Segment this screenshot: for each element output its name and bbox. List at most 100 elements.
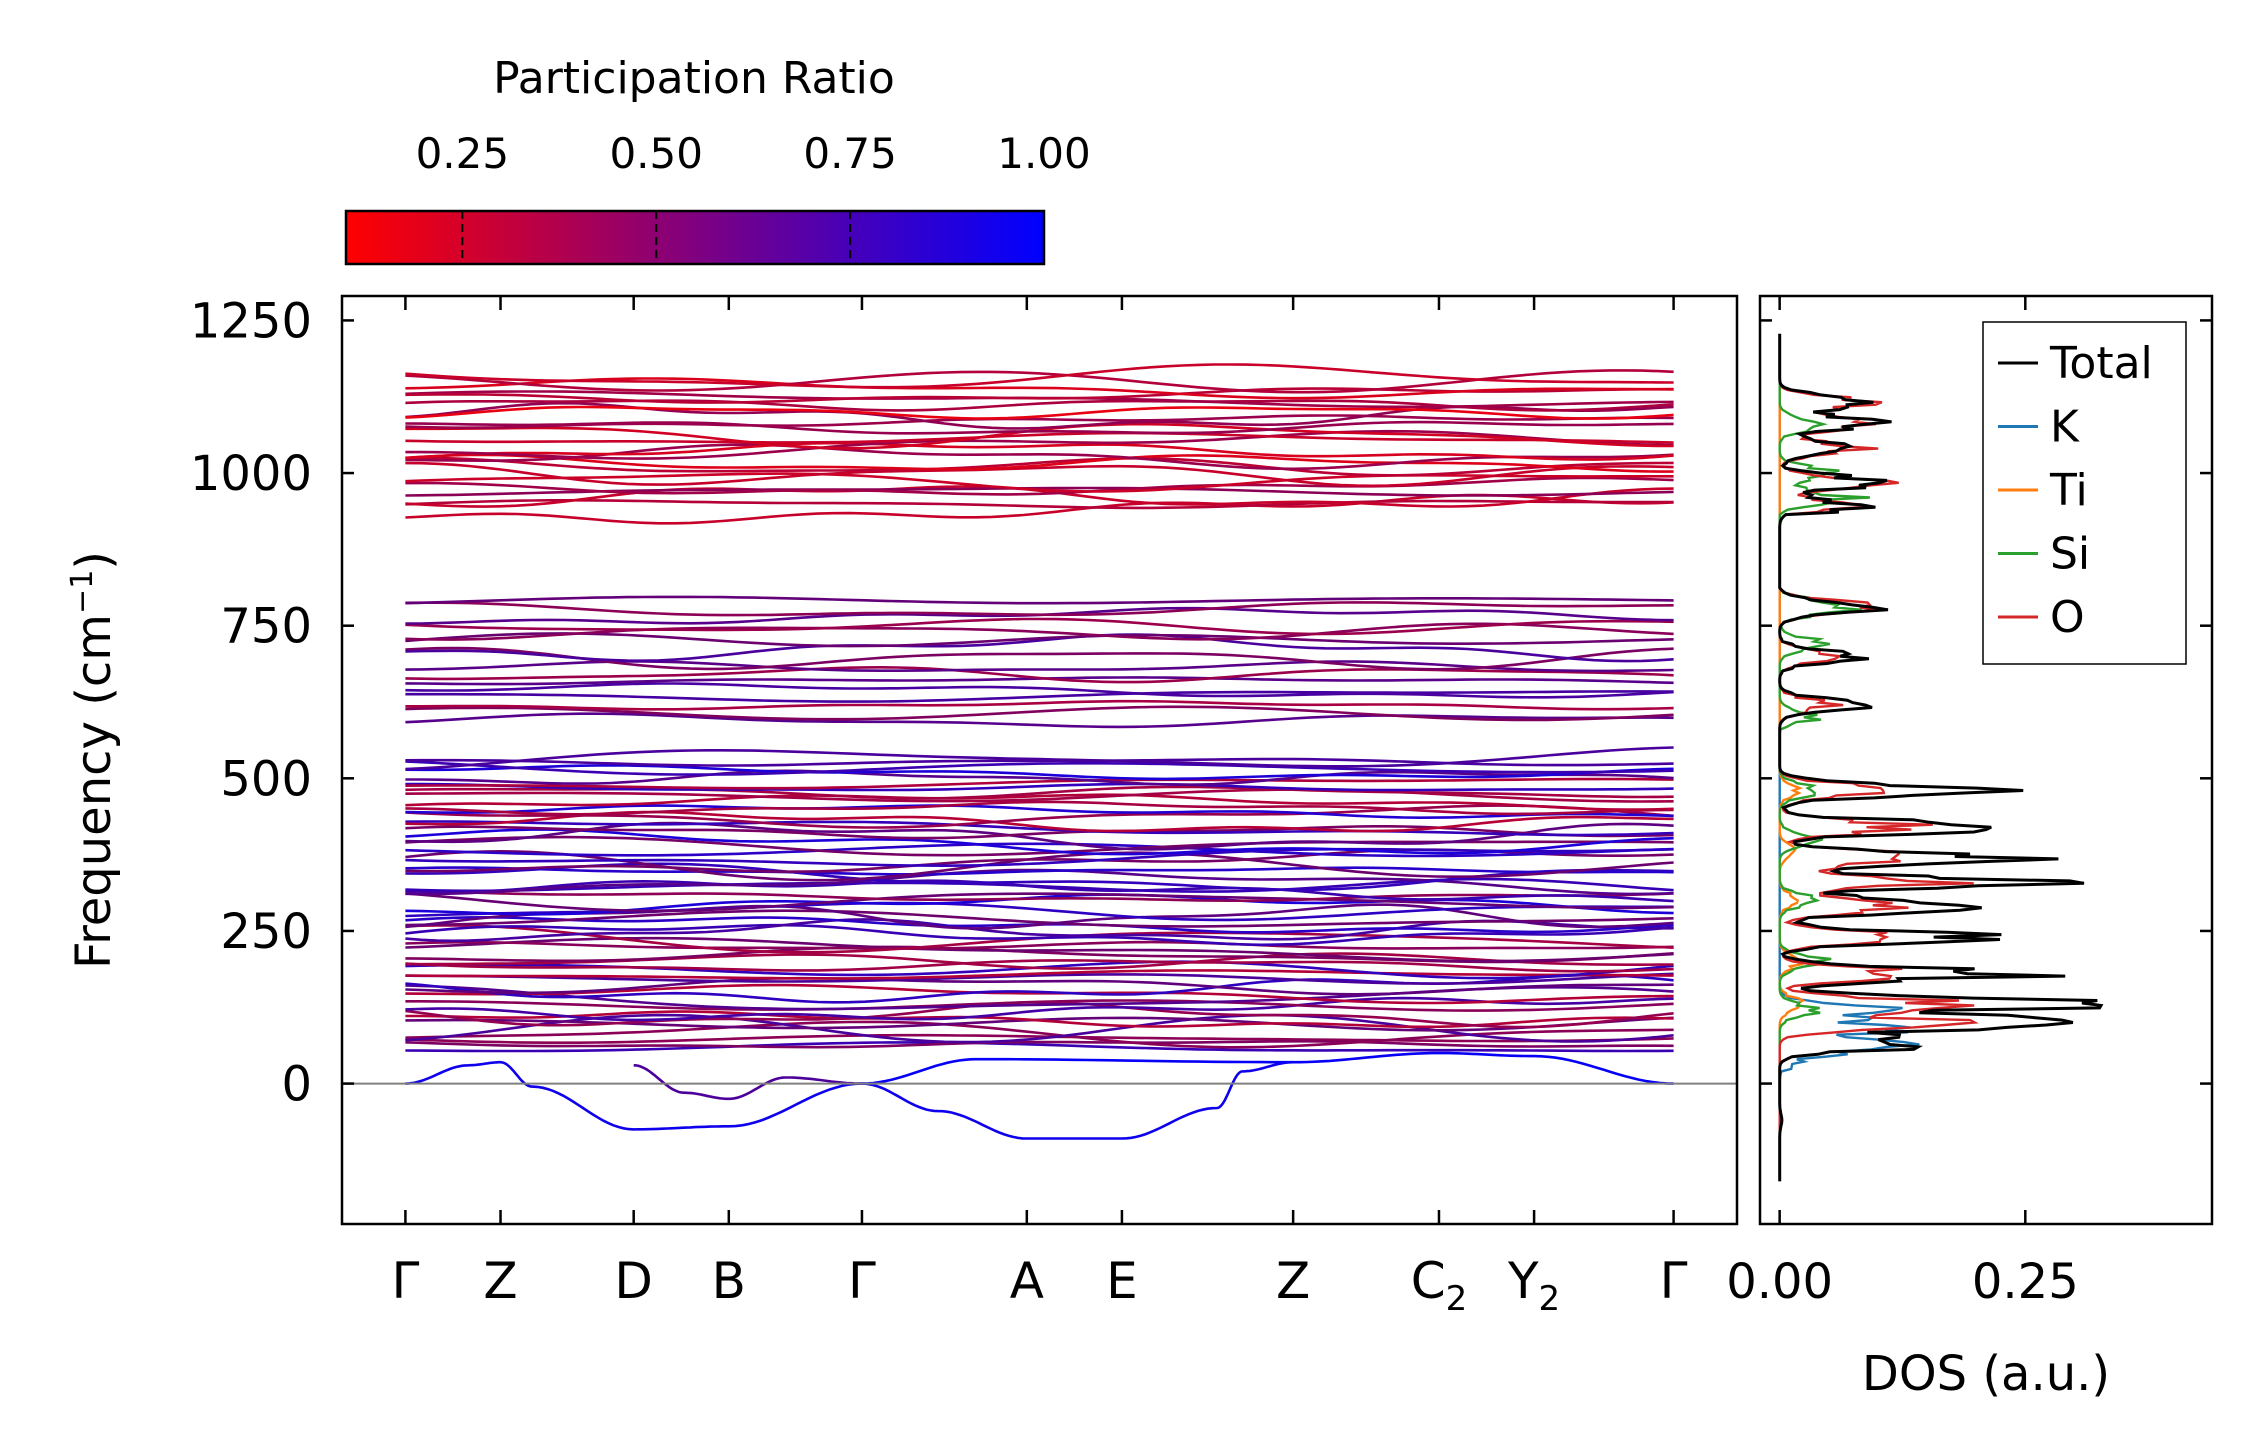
- ylabel-tail: ): [66, 551, 122, 570]
- band-line: [405, 877, 1674, 893]
- ylabel-main: Frequency (cm: [66, 614, 122, 969]
- band-line: [405, 431, 1674, 444]
- legend-label-o: O: [2050, 592, 2085, 643]
- band-line: [405, 646, 1674, 671]
- band-line: [405, 983, 1674, 1005]
- band-line: [405, 1010, 1674, 1029]
- unstable-branch: [633, 1064, 863, 1101]
- dos-axes-frame: [1758, 294, 2214, 1226]
- band-line: [405, 377, 1674, 400]
- band-line: [405, 866, 1674, 876]
- kpoint-label: Γ: [1660, 1252, 1688, 1310]
- band-line: [405, 892, 1674, 913]
- band-line: [405, 461, 1674, 488]
- unstable-branches: [405, 1051, 1674, 1140]
- y-tick-label: 250: [220, 904, 312, 960]
- band-line: [405, 804, 1674, 820]
- band-line: [405, 601, 1674, 617]
- band-line: [405, 842, 1674, 858]
- band-line: [405, 777, 1674, 790]
- band-line: [405, 422, 1674, 450]
- colorbar-tick-label: 0.25: [416, 129, 510, 178]
- band-line: [405, 690, 1674, 703]
- unstable-branch: [405, 1060, 863, 1131]
- y-tick-label: 500: [220, 751, 312, 807]
- legend-label-total: Total: [2049, 338, 2153, 389]
- y-tick-label: 750: [220, 599, 312, 655]
- ylabel-superscript: −1: [65, 570, 100, 614]
- kpoint-label: Γ: [391, 1252, 419, 1310]
- band-line: [405, 1033, 1674, 1044]
- dos-ticks: 0.00 0.25: [1726, 296, 2212, 1310]
- band-line: [405, 760, 1674, 776]
- band-line: [405, 959, 1674, 973]
- y-tick-label: 1000: [190, 446, 312, 502]
- band-axes-frame: [340, 294, 1739, 1226]
- band-line: [405, 705, 1674, 722]
- band-line: [405, 665, 1674, 684]
- band-line: [405, 682, 1674, 699]
- band-line: [405, 969, 1674, 980]
- band-line: [405, 622, 1674, 641]
- band-line: [405, 369, 1674, 394]
- kpoint-label: A: [1010, 1252, 1044, 1310]
- band-line: [405, 414, 1674, 430]
- legend-label-si: Si: [2050, 529, 2090, 580]
- band-line: [405, 453, 1674, 473]
- band-line: [405, 890, 1674, 903]
- colorbar: Participation Ratio 0.25 0.50 0.75 1.00: [344, 53, 1091, 266]
- band-line: [405, 476, 1674, 496]
- band-line: [405, 972, 1674, 985]
- band-line: [405, 788, 1674, 803]
- band-line: [405, 456, 1674, 477]
- band-line: [405, 429, 1674, 460]
- dos-x-tick-label: 0.00: [1726, 1254, 1833, 1310]
- colorbar-tick-labels: 0.25 0.50 0.75 1.00: [416, 129, 1091, 178]
- band-line: [405, 821, 1674, 851]
- band-line: [405, 617, 1674, 636]
- kpoint-label: C2: [1411, 1252, 1468, 1319]
- band-line: [405, 800, 1674, 816]
- band-line: [405, 936, 1674, 963]
- kpoint-label: Y2: [1507, 1252, 1560, 1319]
- band-line: [405, 1013, 1674, 1044]
- dos-curve-total: [1778, 333, 2104, 1182]
- kpoint-label: Γ: [848, 1252, 876, 1310]
- band-line: [405, 757, 1674, 767]
- band-line: [405, 847, 1674, 868]
- band-line: [405, 633, 1674, 663]
- band-line: [405, 909, 1674, 928]
- band-line: [405, 441, 1674, 461]
- dos-x-axis-label: DOS (a.u.): [1862, 1346, 2110, 1402]
- band-line: [405, 405, 1674, 420]
- band-line: [405, 712, 1674, 729]
- band-line: [405, 824, 1674, 840]
- band-line: [405, 699, 1674, 711]
- band-line: [405, 498, 1674, 510]
- unstable-branch: [861, 1051, 1674, 1085]
- colorbar-tick-label: 1.00: [997, 129, 1091, 178]
- band-line: [405, 940, 1674, 950]
- band-line: [405, 793, 1674, 811]
- band-line: [405, 828, 1674, 856]
- band-line: [405, 1040, 1674, 1049]
- band-lines: [405, 363, 1674, 1053]
- dos-x-tick-label: 0.25: [1972, 1254, 2079, 1310]
- legend-label-k: K: [2050, 402, 2080, 453]
- band-line: [405, 923, 1674, 947]
- band-structure-panel: 0 250 500 750 1000 1250 Γ Z D B Γ A E Z C2 Y2 Γ Frequen…: [65, 293, 1739, 1319]
- band-line: [405, 363, 1674, 389]
- band-line: [405, 996, 1674, 1022]
- band-line: [405, 820, 1674, 837]
- dos-panel: 0.00 0.25 DOS (a.u.) Total K Ti Si O: [1726, 294, 2214, 1402]
- band-line: [405, 782, 1674, 792]
- band-line: [405, 746, 1674, 771]
- dos-legend: Total K Ti Si O: [1982, 321, 2187, 665]
- kpoint-label: Z: [1276, 1252, 1310, 1310]
- dos-lines: [1778, 333, 2104, 1182]
- band-line: [405, 632, 1674, 648]
- unstable-branch: [861, 1060, 1294, 1140]
- kpoint-label: B: [712, 1252, 746, 1310]
- band-line: [405, 1041, 1674, 1053]
